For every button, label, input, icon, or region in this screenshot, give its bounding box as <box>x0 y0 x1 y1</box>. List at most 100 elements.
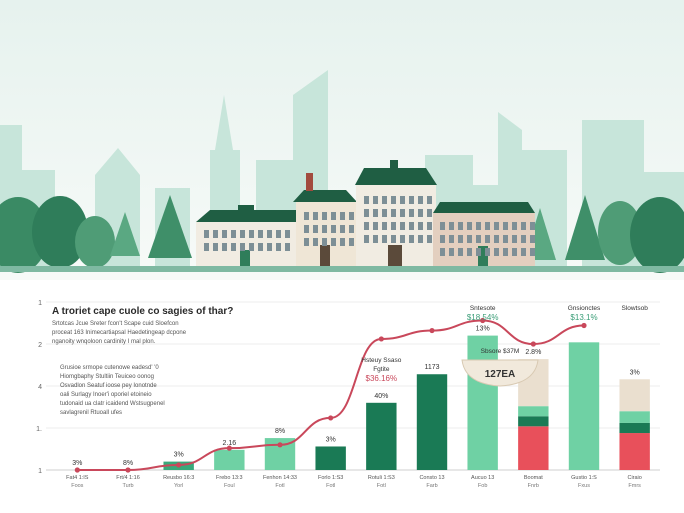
y-tick-label: 1 <box>38 300 42 307</box>
window <box>449 248 454 256</box>
window <box>222 230 227 238</box>
bowl-value: 127EA <box>485 369 516 380</box>
bar <box>315 446 346 470</box>
window <box>213 243 218 251</box>
window <box>440 248 445 256</box>
x-tick-sublabel: Fob <box>478 483 487 489</box>
note-line: proceat 163 Inimecartiapsal Haedetingeap… <box>52 330 187 336</box>
window <box>467 222 472 230</box>
x-tick-sublabel: Yorl <box>174 483 183 489</box>
window <box>331 212 336 220</box>
window <box>331 238 336 246</box>
window <box>427 235 432 243</box>
window <box>418 222 423 230</box>
bars: 3% 8% 3% 2.16 8% 3% 40% 1173 13% 2.8% 3% <box>72 326 650 470</box>
window <box>231 230 236 238</box>
hero-illustration <box>0 0 684 280</box>
bar-segment <box>619 433 650 470</box>
note-line: tudonaid ua clatr icaidend Wstsugpenel <box>60 401 165 407</box>
window <box>494 222 499 230</box>
window <box>340 225 345 233</box>
x-tick-sublabel: Fmrs <box>628 483 641 489</box>
window <box>530 222 535 230</box>
window <box>349 225 354 233</box>
line-point <box>74 467 80 473</box>
x-tick-sublabel: Fxus <box>578 483 590 489</box>
window <box>231 243 236 251</box>
annotation-label: Slowtsob <box>621 305 648 312</box>
window <box>427 222 432 230</box>
window <box>364 209 369 217</box>
x-tick-sublabel: Foos <box>71 483 83 489</box>
x-tick-sublabel: Fnrb <box>528 483 539 489</box>
note-line: oali Surlagy Inoer'i oporiel etoineio <box>60 392 152 398</box>
window <box>418 209 423 217</box>
window <box>240 230 245 238</box>
notes-top: Srtotcas Jcue Sreter fcon't Scape cuid S… <box>52 321 187 345</box>
bar-value-label: 1173 <box>424 364 439 371</box>
line-point <box>429 327 435 334</box>
annotation-label: Hsteuy Ssaso <box>361 357 401 364</box>
bar-segment <box>619 379 650 412</box>
x-tick-sublabel: Fotl <box>326 483 335 489</box>
window <box>418 235 423 243</box>
window <box>427 196 432 204</box>
y-tick-label: 4 <box>38 384 42 391</box>
window <box>340 238 345 246</box>
window <box>285 243 290 251</box>
window <box>285 230 290 238</box>
window <box>512 235 517 243</box>
window <box>267 243 272 251</box>
window <box>391 196 396 204</box>
bar-value-label: 8% <box>123 460 133 467</box>
window <box>458 235 463 243</box>
window <box>364 196 369 204</box>
x-tick-label: Fenhon 14:33 <box>263 475 297 481</box>
bar-segment <box>518 426 549 470</box>
line-point <box>226 445 232 451</box>
window <box>503 222 508 230</box>
window <box>467 248 472 256</box>
window <box>267 230 272 238</box>
bar <box>214 449 245 470</box>
x-tick-label: Reusbo 16:3 <box>163 475 194 481</box>
window <box>503 248 508 256</box>
window <box>304 225 309 233</box>
window <box>204 230 209 238</box>
line-points <box>74 317 587 473</box>
window <box>476 248 481 256</box>
window <box>449 235 454 243</box>
window <box>249 243 254 251</box>
bowl-annotation: Sbsore $37M 127EA <box>461 348 539 387</box>
window <box>485 222 490 230</box>
window <box>476 235 481 243</box>
window <box>382 209 387 217</box>
x-tick-sublabel: Fotl <box>377 483 386 489</box>
window <box>204 243 209 251</box>
window <box>521 248 526 256</box>
window <box>476 222 481 230</box>
bar-value-label: 3% <box>174 452 184 459</box>
window <box>391 235 396 243</box>
bar-value-label: 40% <box>374 393 388 400</box>
window <box>418 196 423 204</box>
window <box>313 225 318 233</box>
annotation-value: $13.1% <box>570 313 597 322</box>
window <box>391 209 396 217</box>
y-tick-label: 2 <box>38 342 42 349</box>
bar <box>568 342 600 470</box>
window <box>276 230 281 238</box>
note-line: Osvadlon Seatuf ioose pey Ionotnde <box>60 383 157 389</box>
tree-icon <box>0 195 684 273</box>
window <box>440 235 445 243</box>
window <box>530 248 535 256</box>
window <box>322 212 327 220</box>
bar-value-label: 2.16 <box>223 440 237 447</box>
window <box>276 243 281 251</box>
bar-segment <box>518 406 549 417</box>
window <box>373 209 378 217</box>
x-tick-label: Boomat <box>524 475 543 481</box>
x-tick-label: Consto 13 <box>419 475 444 481</box>
window <box>400 235 405 243</box>
line-point <box>125 467 131 473</box>
